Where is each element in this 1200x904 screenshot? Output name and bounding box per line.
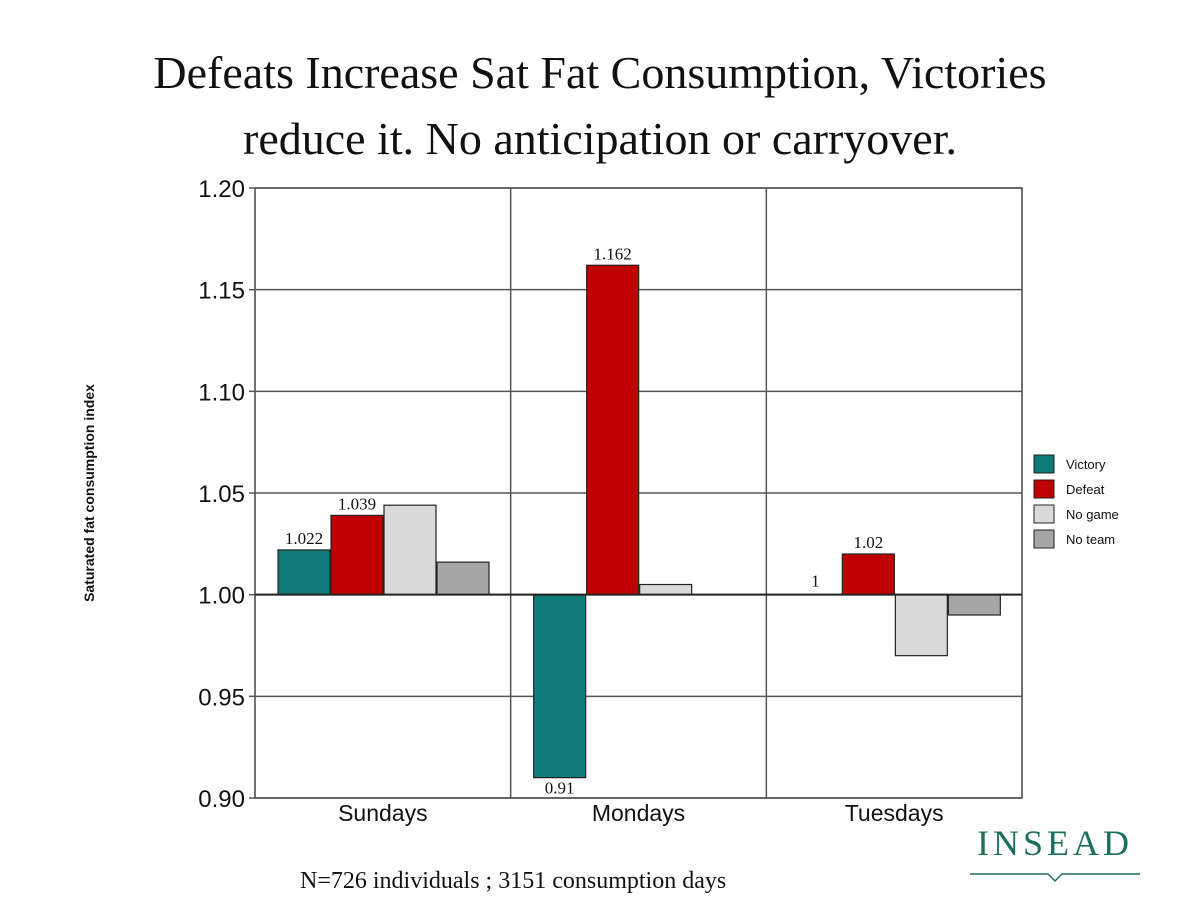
sample-footnote: N=726 individuals ; 3151 consumption day… — [300, 868, 727, 894]
data-label: 1.02 — [853, 533, 883, 552]
bar-defeat — [586, 264, 640, 596]
y-tick-label: 1.15 — [198, 278, 245, 305]
legend-label: No game — [1066, 507, 1119, 522]
y-tick-label: 0.90 — [198, 786, 245, 813]
legend-label: Defeat — [1066, 482, 1105, 497]
y-tick-label: 1.20 — [198, 176, 245, 203]
data-label: 0.91 — [545, 779, 575, 798]
legend-label: No team — [1066, 532, 1115, 547]
y-tick-label: 1.10 — [198, 379, 245, 406]
insead-logo: INSEAD — [950, 822, 1160, 892]
legend-swatch — [1033, 529, 1055, 549]
bar-victory — [277, 549, 331, 596]
y-tick-label: 1.00 — [198, 583, 245, 610]
y-axis-title: Saturated fat consumption index — [81, 384, 97, 602]
bar-no-team — [947, 594, 1001, 616]
bar-no-game — [639, 583, 693, 596]
x-tick-label: Tuesdays — [845, 800, 944, 826]
x-tick-label: Sundays — [338, 800, 428, 826]
title-line-2: reduce it. No anticipation or carryover. — [243, 113, 957, 164]
legend-label: Victory — [1066, 457, 1106, 472]
data-label: 1 — [811, 572, 820, 591]
bar-victory — [533, 594, 587, 779]
bar-defeat — [330, 514, 384, 596]
legend-swatch — [1033, 504, 1055, 524]
bar-defeat — [841, 553, 895, 596]
legend-swatch — [1033, 479, 1055, 499]
slide-title: Defeats Increase Sat Fat Consumption, Vi… — [0, 40, 1200, 172]
data-label: 1.162 — [594, 244, 632, 263]
logo-text: INSEAD — [977, 823, 1133, 863]
data-label: 1.022 — [285, 529, 323, 548]
logo-underline-icon — [970, 873, 1140, 883]
legend-swatch — [1033, 454, 1055, 474]
data-label: 1.039 — [338, 494, 376, 513]
bar-no-team — [436, 561, 490, 596]
y-tick-label: 0.95 — [198, 684, 245, 711]
y-tick-label: 1.05 — [198, 481, 245, 508]
bar-no-game — [383, 504, 437, 596]
title-line-1: Defeats Increase Sat Fat Consumption, Vi… — [153, 47, 1047, 98]
bar-no-game — [894, 594, 948, 657]
x-tick-label: Mondays — [592, 800, 685, 826]
